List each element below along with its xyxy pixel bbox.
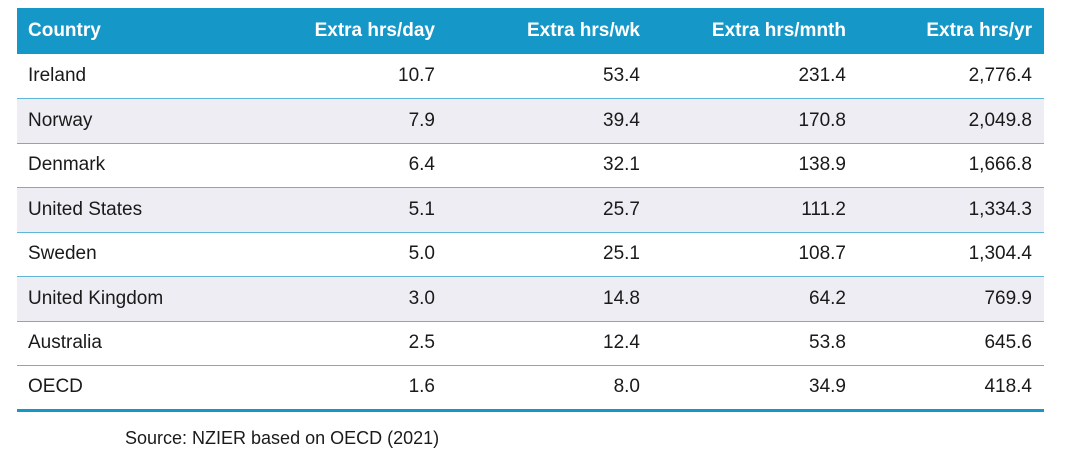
table-row: OECD 1.6 8.0 34.9 418.4 bbox=[17, 366, 1044, 410]
cell-extra-hrs-wk: 14.8 bbox=[603, 287, 640, 309]
cell-extra-hrs-day: 1.6 bbox=[408, 376, 435, 398]
cell-extra-hrs-day: 7.9 bbox=[408, 109, 435, 131]
cell-extra-hrs-mnth: 108.7 bbox=[798, 243, 846, 265]
cell-extra-hrs-wk: 25.1 bbox=[603, 243, 640, 265]
cell-extra-hrs-yr: 418.4 bbox=[984, 376, 1032, 398]
table-row: Norway 7.9 39.4 170.8 2,049.8 bbox=[17, 98, 1044, 143]
column-header-extra-hrs-wk: Extra hrs/wk bbox=[527, 20, 640, 41]
extra-hours-table: Country Extra hrs/day Extra hrs/wk Extra… bbox=[17, 8, 1044, 412]
table-row: United Kingdom 3.0 14.8 64.2 769.9 bbox=[17, 276, 1044, 321]
table-row: Australia 2.5 12.4 53.8 645.6 bbox=[17, 321, 1044, 366]
cell-extra-hrs-mnth: 138.9 bbox=[798, 154, 846, 176]
column-header-country: Country bbox=[28, 20, 101, 41]
cell-country: Australia bbox=[28, 332, 102, 354]
cell-extra-hrs-yr: 645.6 bbox=[984, 332, 1032, 354]
table-row: Ireland 10.7 53.4 231.4 2,776.4 bbox=[17, 54, 1044, 99]
cell-extra-hrs-mnth: 170.8 bbox=[798, 109, 846, 131]
cell-extra-hrs-yr: 2,776.4 bbox=[968, 65, 1032, 86]
cell-country: OECD bbox=[28, 376, 83, 398]
column-header-extra-hrs-mnth: Extra hrs/mnth bbox=[711, 20, 846, 41]
cell-extra-hrs-yr: 1,334.3 bbox=[968, 198, 1032, 220]
cell-extra-hrs-day: 2.5 bbox=[408, 332, 435, 354]
cell-country: Norway bbox=[28, 109, 93, 131]
cell-extra-hrs-wk: 8.0 bbox=[613, 376, 640, 398]
cell-extra-hrs-yr: 2,049.8 bbox=[968, 109, 1032, 131]
cell-extra-hrs-day: 3.0 bbox=[408, 287, 435, 309]
table-row: Denmark 6.4 32.1 138.9 1,666.8 bbox=[17, 143, 1044, 188]
column-header-extra-hrs-yr: Extra hrs/yr bbox=[926, 20, 1032, 41]
cell-country: Sweden bbox=[28, 243, 97, 265]
cell-extra-hrs-wk: 25.7 bbox=[603, 198, 640, 220]
cell-extra-hrs-wk: 12.4 bbox=[603, 332, 640, 354]
cell-extra-hrs-mnth: 53.8 bbox=[809, 332, 846, 354]
cell-extra-hrs-wk: 53.4 bbox=[603, 65, 640, 86]
table-row: United States 5.1 25.7 111.2 1,334.3 bbox=[17, 187, 1044, 232]
cell-extra-hrs-day: 5.1 bbox=[408, 198, 435, 220]
cell-extra-hrs-mnth: 231.4 bbox=[798, 65, 846, 86]
cell-extra-hrs-wk: 39.4 bbox=[603, 109, 640, 131]
source-note: Source: NZIER based on OECD (2021) bbox=[125, 428, 440, 448]
cell-extra-hrs-yr: 1,304.4 bbox=[968, 243, 1032, 265]
cell-country: Ireland bbox=[28, 65, 87, 86]
data-table-container: Country Extra hrs/day Extra hrs/wk Extra… bbox=[17, 8, 1044, 412]
cell-extra-hrs-mnth: 111.2 bbox=[801, 198, 846, 220]
column-header-extra-hrs-day: Extra hrs/day bbox=[314, 20, 435, 41]
cell-extra-hrs-mnth: 64.2 bbox=[809, 287, 846, 309]
cell-country: United States bbox=[28, 198, 143, 220]
cell-extra-hrs-wk: 32.1 bbox=[603, 154, 640, 176]
cell-extra-hrs-yr: 1,666.8 bbox=[968, 154, 1032, 176]
cell-country: Denmark bbox=[28, 154, 106, 176]
cell-extra-hrs-day: 5.0 bbox=[408, 243, 435, 265]
cell-extra-hrs-day: 6.4 bbox=[408, 154, 435, 176]
table-header-row: Country Extra hrs/day Extra hrs/wk Extra… bbox=[17, 8, 1044, 54]
cell-country: United Kingdom bbox=[28, 287, 164, 309]
table-row: Sweden 5.0 25.1 108.7 1,304.4 bbox=[17, 232, 1044, 277]
cell-extra-hrs-yr: 769.9 bbox=[984, 287, 1032, 309]
cell-extra-hrs-day: 10.7 bbox=[398, 65, 435, 86]
cell-extra-hrs-mnth: 34.9 bbox=[809, 376, 846, 398]
